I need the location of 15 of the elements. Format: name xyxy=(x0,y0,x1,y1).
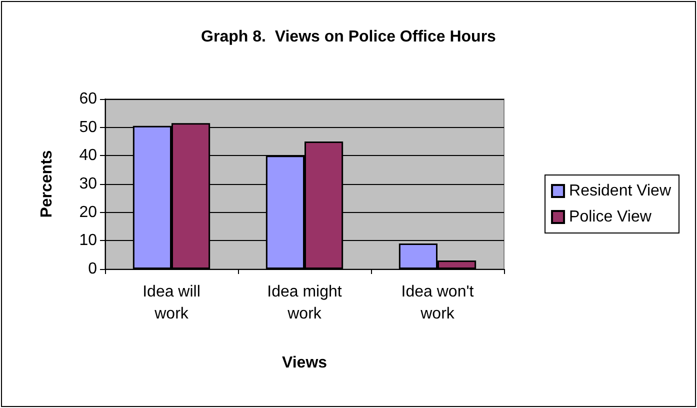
x-tick-label: Idea might work xyxy=(267,284,342,322)
y-tick-label: 50 xyxy=(79,118,98,136)
legend-label: Resident View xyxy=(569,182,672,200)
chart-title: Graph 8. Views on Police Office Hours xyxy=(201,28,496,46)
y-tick-label: 40 xyxy=(79,147,98,164)
y-tick-label: 20 xyxy=(79,204,98,221)
x-tick-label: Idea will work xyxy=(142,284,200,322)
y-axis-title: Percents xyxy=(38,150,56,218)
y-tick-label: 30 xyxy=(79,176,98,192)
legend-label: Police View xyxy=(569,208,652,226)
y-tick-label: 10 xyxy=(79,232,98,250)
y-tick-label: 0 xyxy=(88,260,98,278)
x-axis-title: Views xyxy=(282,354,328,372)
x-tick-label: Idea won't work xyxy=(401,284,474,322)
y-tick-label: 60 xyxy=(79,90,98,108)
